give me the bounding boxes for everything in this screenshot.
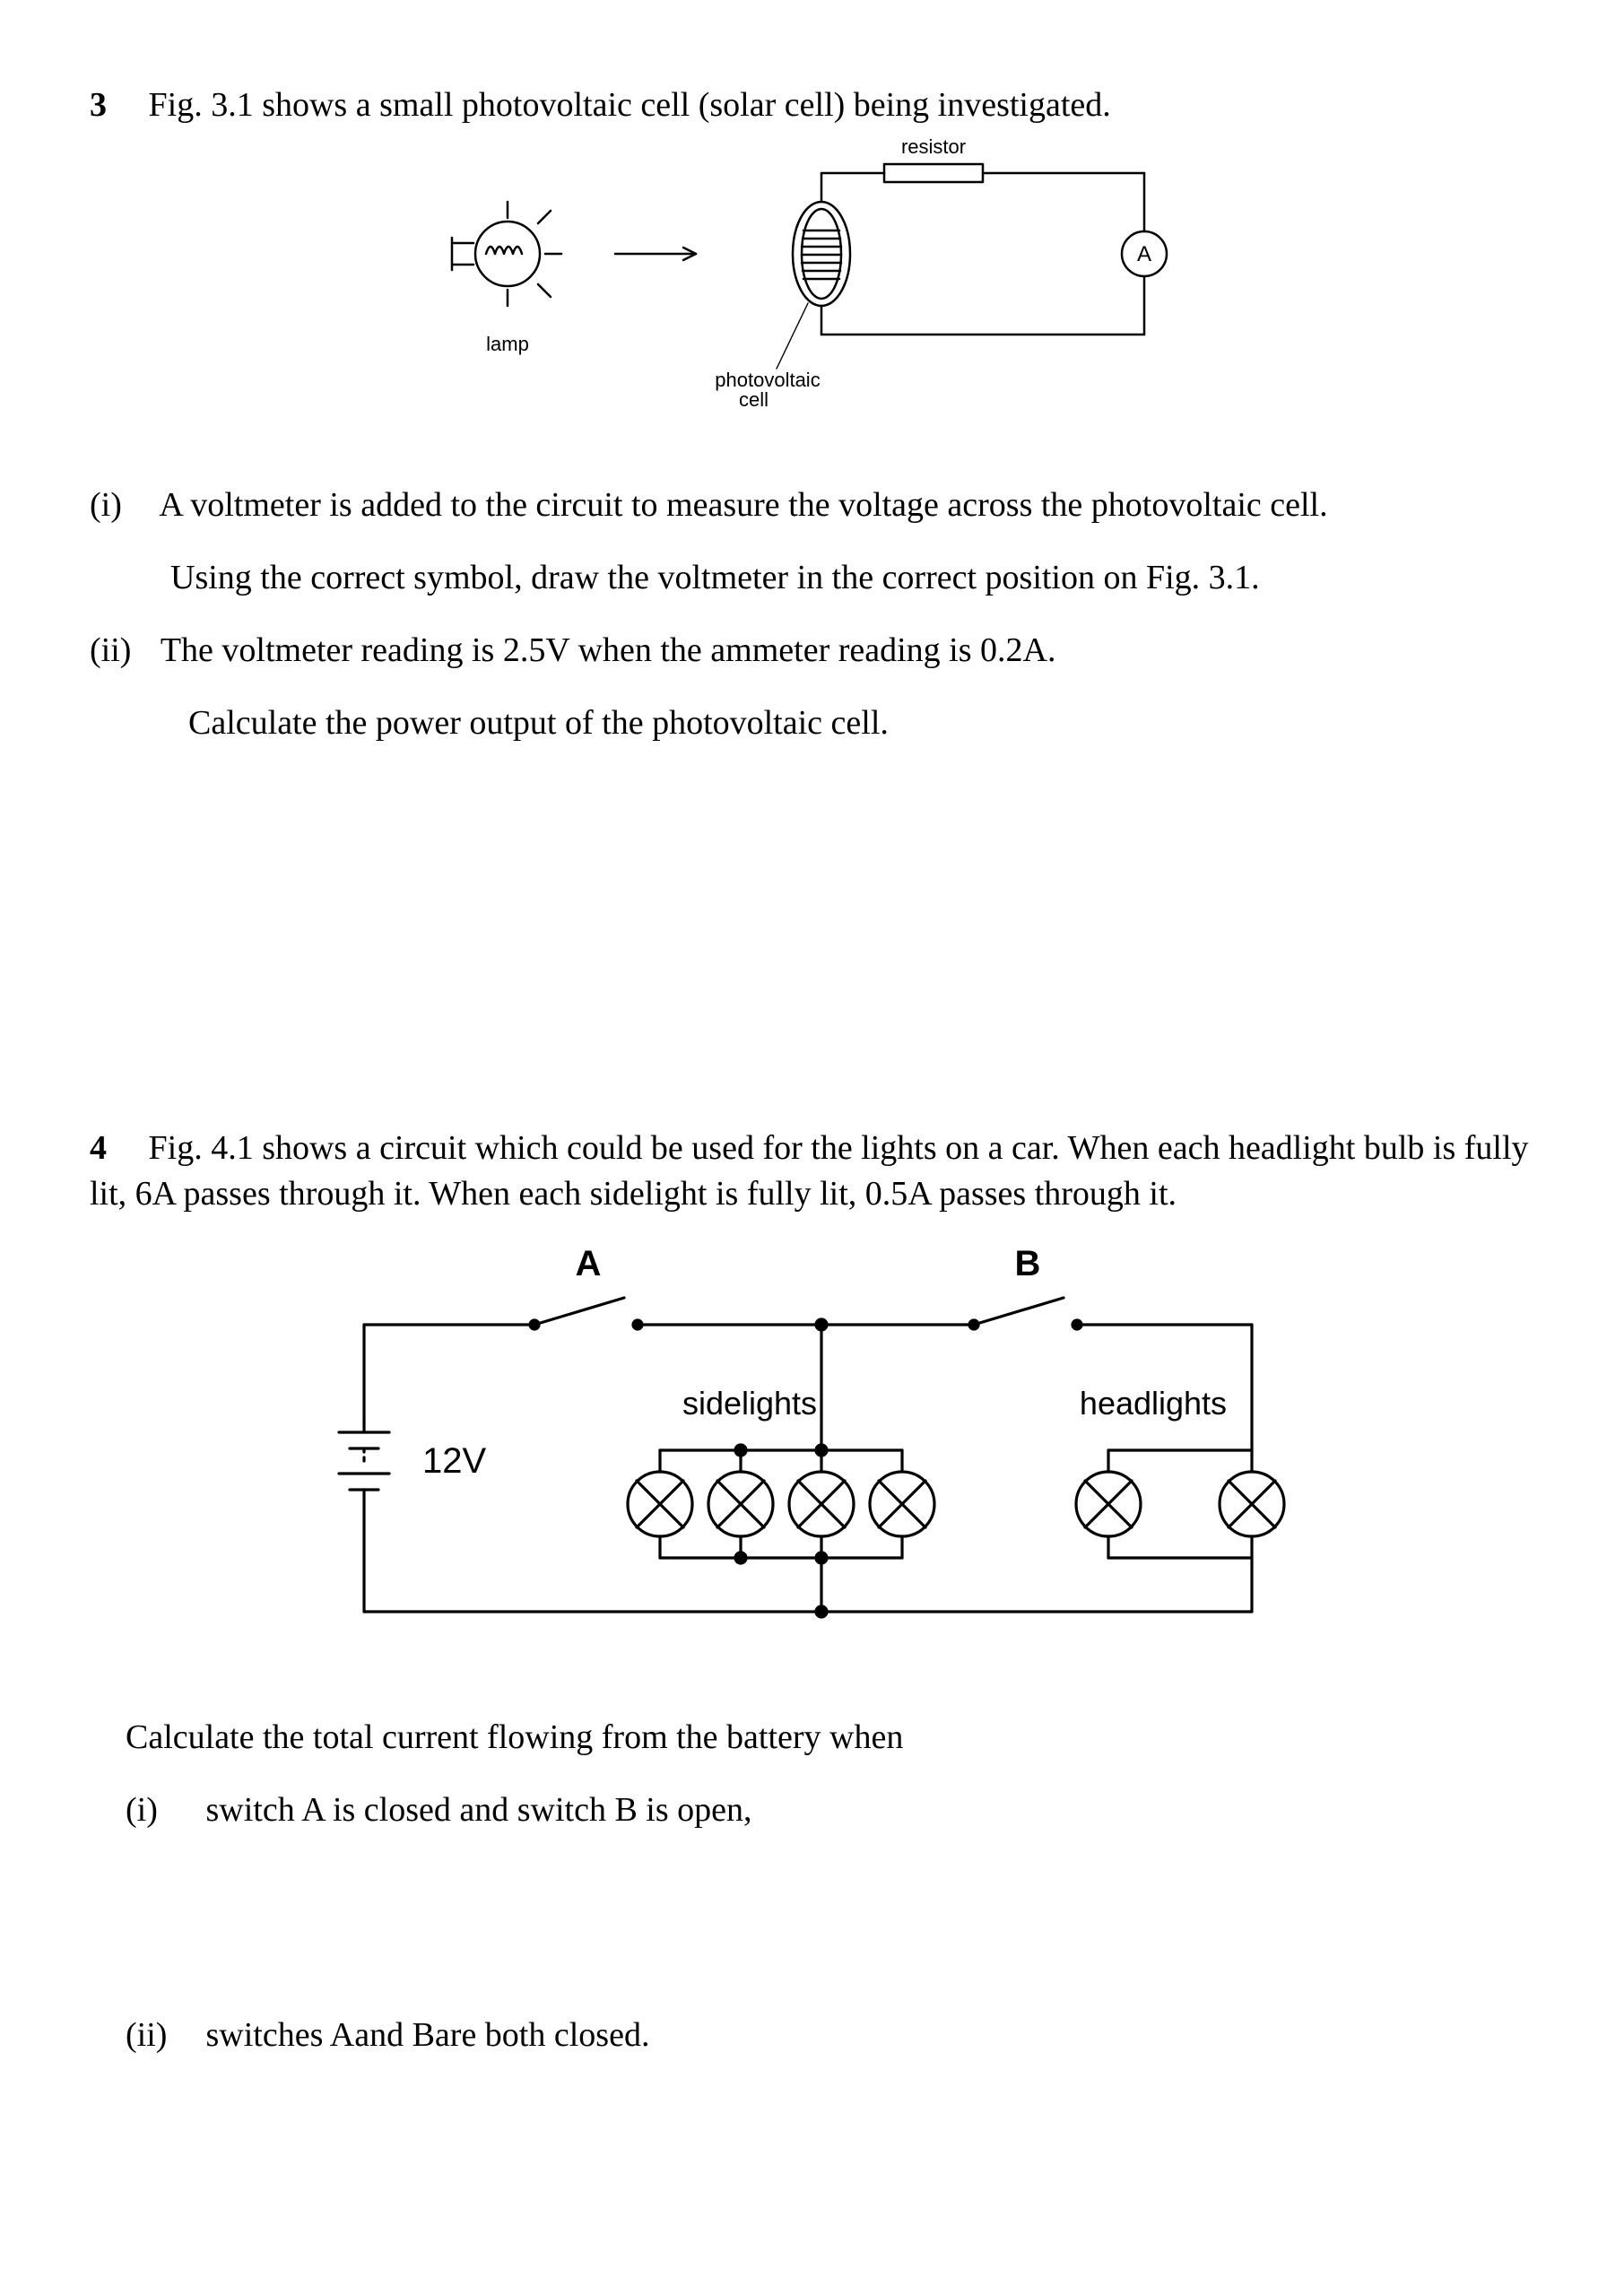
q4-ii-text: switches Aand Bare both closed. [206, 2016, 650, 2054]
photovoltaic-cell-icon [777, 173, 850, 369]
q4-ii-label: (ii) [126, 2013, 197, 2058]
headlight-lamp [1076, 1472, 1141, 1536]
q3-i-label: (i) [90, 483, 152, 528]
ammeter-letter: A [1136, 242, 1151, 266]
switch-b-label: B [1014, 1244, 1040, 1283]
q3-intro-row: 3 Fig. 3.1 shows a small photovoltaic ce… [90, 83, 1534, 128]
switch-a-label: A [575, 1244, 601, 1283]
pv-label-2: cell [739, 388, 769, 411]
question-3: 3 Fig. 3.1 shows a small photovoltaic ce… [90, 83, 1534, 1106]
q4-i-label: (i) [126, 1787, 197, 1833]
sidelight-lamp [870, 1472, 934, 1536]
q4-calc-line: Calculate the total current flowing from… [126, 1715, 1534, 1761]
lamp-icon [452, 202, 561, 306]
q3-part-ii: (ii) The voltmeter reading is 2.5V when … [90, 628, 1534, 674]
headlight-lamp [1220, 1472, 1284, 1536]
fig41-svg: 12V A B [339, 1244, 1284, 1617]
sidelight-lamp [789, 1472, 854, 1536]
q3-i-line2: Using the correct symbol, draw the voltm… [170, 555, 1534, 601]
fig31-svg: lamp [452, 137, 1167, 411]
question-4: 4 Fig. 4.1 shows a circuit which could b… [90, 1126, 1534, 2059]
q3-intro: Fig. 3.1 shows a small photovoltaic cell… [149, 86, 1111, 124]
q3-ii-line1: The voltmeter reading is 2.5V when the a… [161, 631, 1056, 669]
answer-space-q4i [90, 1833, 1534, 1986]
q3-part-i: (i) A voltmeter is added to the circuit … [90, 483, 1534, 528]
figure-3-1: lamp [90, 137, 1534, 455]
resistor-label: resistor [900, 137, 965, 158]
q4-number: 4 [90, 1126, 140, 1171]
voltage-label: 12V [422, 1441, 486, 1481]
light-arrow-icon [615, 248, 696, 260]
q4-i-text: switch A is closed and switch B is open, [206, 1791, 752, 1829]
q3-ii-line2: Calculate the power output of the photov… [188, 700, 1534, 746]
figure-4-1: 12V A B [90, 1226, 1534, 1687]
q3-ii-label: (ii) [90, 628, 152, 674]
q4-intro: Fig. 4.1 shows a circuit which could be … [90, 1129, 1529, 1213]
sidelight-lamp [708, 1472, 773, 1536]
q3-number: 3 [90, 83, 140, 128]
headlights-label: headlights [1079, 1385, 1226, 1422]
q4-part-ii: (ii) switches Aand Bare both closed. [126, 2013, 1534, 2058]
q3-i-line1: A voltmeter is added to the circuit to m… [159, 486, 1327, 524]
sidelights-label: sidelights [682, 1385, 816, 1422]
q4-part-i: (i) switch A is closed and switch B is o… [126, 1787, 1534, 1833]
lamp-label: lamp [486, 333, 529, 355]
sidelight-lamp [628, 1472, 692, 1536]
answer-space-q3 [90, 747, 1534, 1106]
q4-intro-row: 4 Fig. 4.1 shows a circuit which could b… [90, 1126, 1534, 1218]
